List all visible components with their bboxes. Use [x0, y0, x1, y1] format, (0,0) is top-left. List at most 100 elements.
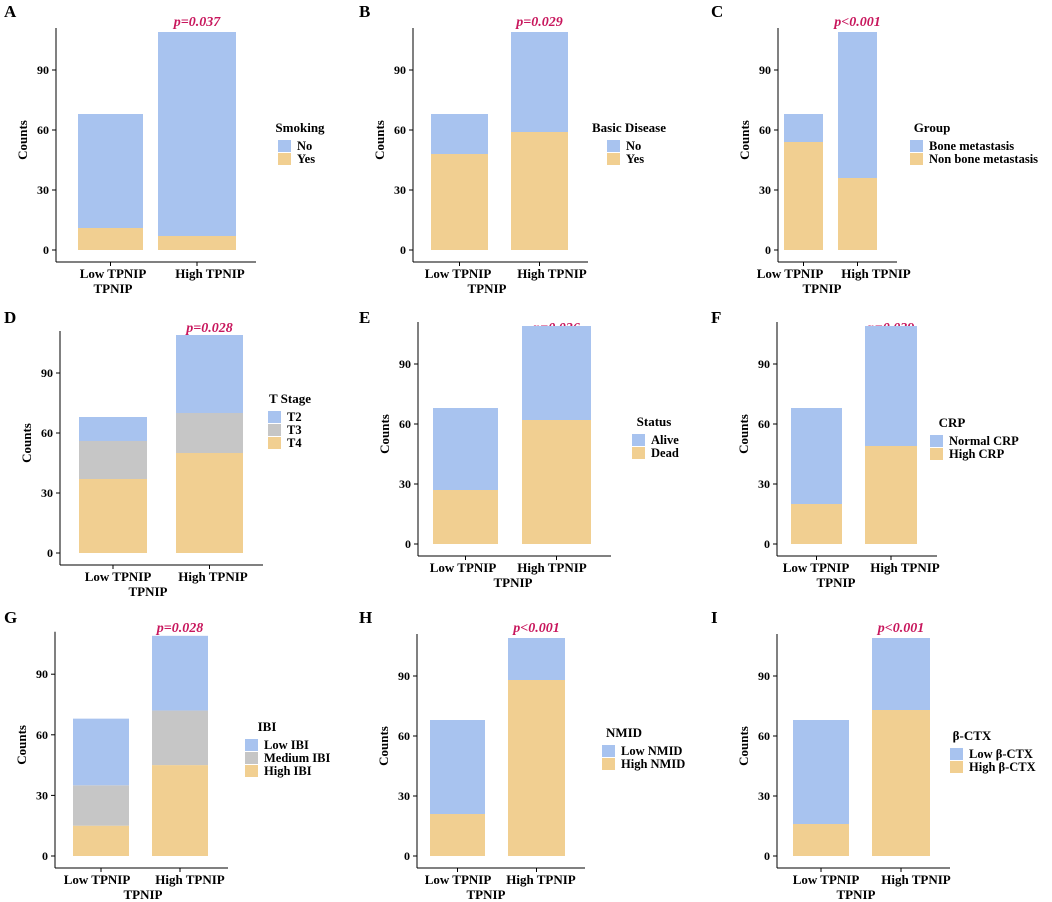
legend-label: No	[626, 139, 641, 153]
legend-swatch	[602, 758, 615, 770]
legend-label: Low NMID	[621, 744, 682, 758]
x-tick-label: Low TPNIP	[64, 872, 131, 887]
x-tick-label: High TPNIP	[517, 560, 587, 575]
legend-swatch	[930, 435, 943, 447]
legend-title: Basic Disease	[592, 120, 666, 135]
bar	[73, 785, 129, 826]
bar	[872, 638, 930, 710]
legend-label: Bone metastasis	[929, 139, 1014, 153]
y-tick-label: 60	[759, 123, 771, 137]
x-tick-label: High TPNIP	[178, 569, 248, 584]
bar	[791, 408, 842, 504]
bar	[784, 142, 823, 250]
x-tick-label: High TPNIP	[155, 872, 225, 887]
x-tick-label: Low TPNIP	[757, 266, 824, 281]
y-tick-label: 90	[37, 63, 49, 77]
bar	[784, 114, 823, 142]
y-tick-label: 30	[758, 477, 770, 491]
legend-title: Group	[914, 120, 951, 135]
bar	[152, 635, 208, 711]
y-tick-label: 60	[758, 417, 770, 431]
y-tick-label: 0	[765, 243, 771, 257]
y-axis-title: Counts	[19, 423, 34, 463]
y-tick-label: 90	[758, 669, 770, 683]
y-tick-label: 30	[394, 183, 406, 197]
bar	[176, 453, 243, 553]
panel-letter: C	[711, 2, 723, 21]
legend-title: CRP	[939, 415, 966, 430]
bar	[793, 720, 849, 824]
bar	[73, 718, 129, 786]
y-tick-label: 60	[36, 728, 48, 742]
y-tick-label: 0	[404, 849, 410, 863]
y-tick-label: 90	[394, 63, 406, 77]
legend-label: Non bone metastasis	[929, 152, 1038, 166]
legend-swatch	[910, 140, 923, 152]
legend-swatch	[268, 411, 281, 423]
x-axis-title: TPNIP	[494, 575, 533, 590]
y-tick-label: 30	[758, 789, 770, 803]
legend-label: Normal CRP	[949, 434, 1019, 448]
bar	[430, 720, 485, 814]
bar	[791, 504, 842, 544]
x-tick-label: Low TPNIP	[425, 266, 492, 281]
y-tick-label: 0	[400, 243, 406, 257]
panel-letter: G	[4, 608, 17, 627]
bar	[431, 154, 488, 250]
p-value: p<0.001	[877, 621, 924, 636]
legend-title: β-CTX	[953, 728, 992, 743]
legend-label: High CRP	[949, 447, 1005, 461]
x-tick-label: High TPNIP	[841, 266, 911, 281]
p-value: p=0.037	[173, 15, 221, 30]
x-axis-title: TPNIP	[817, 575, 856, 590]
bar	[79, 441, 147, 479]
bar	[158, 32, 236, 236]
x-axis-title: TPNIP	[467, 887, 506, 902]
y-axis-title: Counts	[377, 414, 392, 454]
y-tick-label: 30	[759, 183, 771, 197]
bar	[872, 710, 930, 856]
panel-b: Bp=0.029 0 30 60 90 Low TPNIP High TPNIP TPNIP C…	[359, 2, 666, 296]
legend-title: IBI	[258, 719, 277, 734]
legend-label: T3	[287, 423, 302, 437]
bar	[838, 178, 877, 250]
y-tick-label: 60	[37, 123, 49, 137]
panel-i: Ip<0.001 0 30 60 90 Low TPNIP High TPNIP TPNIP C…	[711, 608, 1036, 902]
x-axis-title: TPNIP	[124, 887, 163, 902]
panel-letter: B	[359, 2, 370, 21]
x-tick-label: High TPNIP	[506, 872, 576, 887]
bar	[73, 825, 129, 856]
legend-swatch	[268, 424, 281, 436]
panel-letter: D	[4, 308, 16, 327]
y-tick-label: 30	[41, 486, 53, 500]
y-tick-label: 0	[764, 537, 770, 551]
bar	[508, 638, 565, 680]
bar	[152, 765, 208, 856]
bar	[522, 420, 591, 544]
p-value: p<0.001	[833, 15, 880, 30]
panel-letter: A	[4, 2, 17, 21]
legend-swatch	[245, 752, 258, 764]
panel-a: Ap=0.037 0 30 60 90 Low TPNIP High TPNIP TPNIP C…	[4, 2, 325, 296]
bar	[511, 32, 568, 132]
x-tick-label: Low TPNIP	[783, 560, 850, 575]
x-tick-label: Low TPNIP	[793, 872, 860, 887]
y-tick-label: 90	[36, 667, 48, 681]
bar	[838, 32, 877, 178]
legend-swatch	[950, 761, 963, 773]
y-axis-title: Counts	[737, 120, 752, 160]
legend-swatch	[632, 447, 645, 459]
bar	[433, 490, 498, 544]
y-tick-label: 90	[758, 357, 770, 371]
legend-swatch	[245, 739, 258, 751]
p-value: p=0.028	[156, 621, 203, 636]
panel-letter: F	[711, 308, 721, 327]
x-tick-label: High TPNIP	[881, 872, 951, 887]
bar	[865, 326, 917, 446]
p-value: p=0.029	[515, 15, 562, 30]
